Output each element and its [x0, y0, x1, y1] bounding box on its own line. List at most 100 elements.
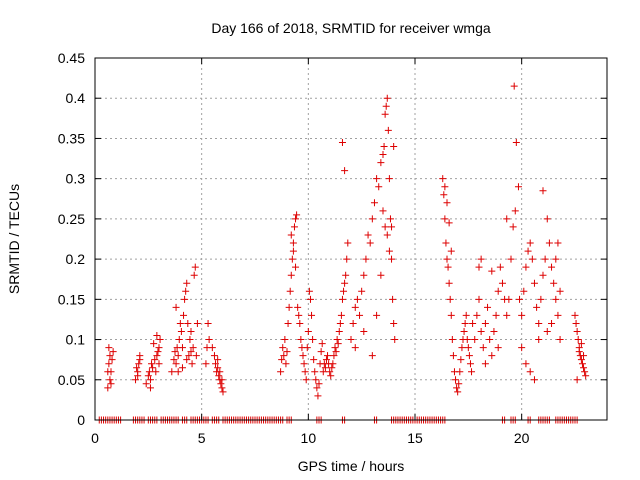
data-point [216, 368, 224, 376]
data-point [280, 352, 288, 360]
data-point [381, 110, 389, 118]
data-point [494, 287, 502, 295]
data-point [375, 183, 383, 191]
data-point [456, 368, 464, 376]
data-point [457, 356, 465, 364]
data-point [218, 384, 226, 392]
data-point [217, 380, 225, 388]
data-point [580, 364, 588, 372]
data-point [279, 344, 287, 352]
data-point [171, 348, 179, 356]
data-point [277, 368, 285, 376]
y-tick-label: 0.35 [58, 130, 85, 146]
data-point [552, 255, 560, 263]
data-point [284, 319, 292, 327]
data-point [535, 336, 543, 344]
data-point [292, 215, 300, 223]
data-point [193, 319, 201, 327]
data-point [518, 344, 526, 352]
data-point [168, 368, 176, 376]
data-point [554, 311, 562, 319]
data-point [338, 295, 346, 303]
data-point [299, 352, 307, 360]
data-point [537, 295, 545, 303]
data-point [381, 223, 389, 231]
data-point [210, 352, 218, 360]
data-point [290, 223, 298, 231]
data-point [172, 360, 180, 368]
data-point [360, 328, 368, 336]
data-point [543, 328, 551, 336]
y-tick-label: 0 [77, 412, 85, 428]
data-point [465, 352, 473, 360]
data-point [104, 384, 112, 392]
data-point [582, 372, 590, 380]
data-point [178, 364, 186, 372]
data-point [379, 151, 387, 159]
data-point [455, 380, 463, 388]
data-point [322, 356, 330, 364]
data-point [341, 279, 349, 287]
data-point [328, 364, 336, 372]
x-tick-label: 5 [198, 430, 206, 446]
data-point [294, 303, 302, 311]
data-point [447, 311, 455, 319]
data-point [356, 311, 364, 319]
data-point [205, 336, 213, 344]
data-point [390, 319, 398, 327]
data-point [172, 303, 180, 311]
data-point [300, 360, 308, 368]
data-point [185, 352, 193, 360]
data-point [358, 287, 366, 295]
data-point [383, 231, 391, 239]
data-point [510, 82, 518, 90]
data-point [183, 279, 191, 287]
data-point [109, 348, 117, 356]
data-point [390, 142, 398, 150]
data-point [447, 247, 455, 255]
data-point [530, 279, 538, 287]
data-point [518, 311, 526, 319]
data-point [318, 340, 326, 348]
data-point [479, 344, 487, 352]
data-point [297, 336, 305, 344]
data-point [324, 352, 332, 360]
data-point [152, 368, 160, 376]
data-point [177, 328, 185, 336]
data-point [441, 183, 449, 191]
data-point [302, 376, 310, 384]
data-point [308, 311, 316, 319]
data-point [301, 368, 309, 376]
data-point [477, 255, 485, 263]
data-point [535, 319, 543, 327]
data-point [556, 287, 564, 295]
data-point [180, 311, 188, 319]
y-tick-labels: 0 0.05 0.1 0.15 0.2 0.25 0.3 0.35 0.4 0.45 [58, 50, 85, 428]
data-point [144, 372, 152, 380]
data-point [170, 356, 178, 364]
data-point [289, 247, 297, 255]
y-tick-label: 0.15 [58, 291, 85, 307]
data-point [554, 239, 562, 247]
x-tick-label: 10 [301, 430, 317, 446]
data-point [509, 223, 517, 231]
data-point [572, 319, 580, 327]
data-point [473, 311, 481, 319]
data-point [337, 311, 345, 319]
data-point [218, 376, 226, 384]
data-point [288, 255, 296, 263]
data-point [190, 271, 198, 279]
data-point [571, 311, 579, 319]
data-point [440, 191, 448, 199]
data-point [108, 356, 116, 364]
data-point [580, 352, 588, 360]
data-point [577, 340, 585, 348]
data-point [153, 352, 161, 360]
data-point [507, 255, 515, 263]
data-point [106, 376, 114, 384]
y-tick-label: 0.25 [58, 211, 85, 227]
data-point [347, 336, 355, 344]
y-tick-label: 0.3 [66, 171, 86, 187]
data-point [444, 263, 452, 271]
data-point [377, 271, 385, 279]
